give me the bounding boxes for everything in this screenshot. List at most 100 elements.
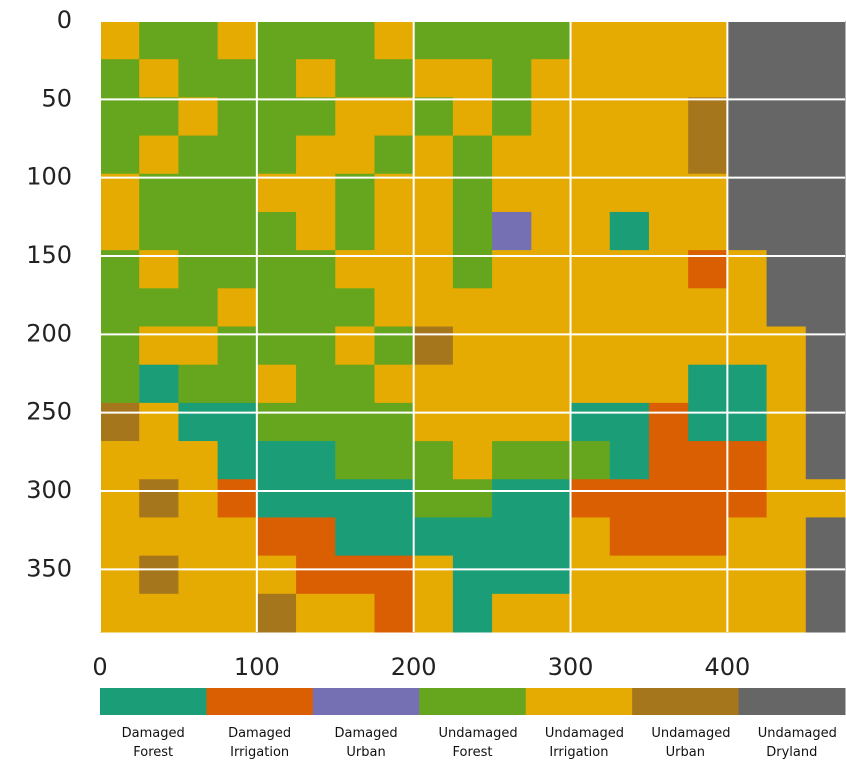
- cell: [806, 441, 846, 480]
- cell: [806, 288, 846, 327]
- cell: [335, 327, 375, 366]
- cell: [649, 441, 689, 480]
- cell: [100, 288, 140, 327]
- cell: [296, 327, 336, 366]
- cell: [100, 59, 140, 98]
- cell: [139, 479, 179, 518]
- cell: [335, 97, 375, 136]
- cell: [139, 594, 179, 633]
- cell: [414, 174, 454, 213]
- cell: [257, 97, 297, 136]
- cell: [688, 288, 728, 327]
- cell: [257, 403, 297, 442]
- cell: [767, 517, 807, 556]
- cell: [688, 365, 728, 404]
- colorbar-segment: [739, 688, 846, 715]
- cell: [806, 365, 846, 404]
- cell: [335, 403, 375, 442]
- colorbar-segment: [526, 688, 633, 715]
- cell: [453, 212, 493, 251]
- cell: [218, 97, 258, 136]
- y-tick-label: 0: [57, 6, 72, 34]
- cell: [571, 174, 611, 213]
- y-tick-label: 250: [26, 398, 72, 426]
- chart: 0100200300400050100150200250300350: [0, 0, 846, 765]
- cell: [649, 288, 689, 327]
- cell: [218, 174, 258, 213]
- cell: [139, 403, 179, 442]
- cell: [335, 174, 375, 213]
- cell: [453, 441, 493, 480]
- cell: [688, 441, 728, 480]
- cell: [178, 136, 218, 175]
- legend-label: Damaged Forest: [105, 724, 201, 762]
- cell: [492, 517, 532, 556]
- cell: [806, 97, 846, 136]
- cell: [100, 174, 140, 213]
- cell: [414, 517, 454, 556]
- x-tick-label: 0: [92, 653, 107, 681]
- cell: [139, 212, 179, 251]
- colorbar-segment: [419, 688, 526, 715]
- cell: [571, 288, 611, 327]
- cell: [218, 212, 258, 251]
- cell: [374, 556, 414, 595]
- cell: [571, 97, 611, 136]
- cell: [649, 594, 689, 633]
- cell: [257, 136, 297, 175]
- cell: [492, 594, 532, 633]
- cell: [688, 174, 728, 213]
- cell: [257, 479, 297, 518]
- cell: [178, 479, 218, 518]
- cell: [139, 21, 179, 60]
- cell: [767, 556, 807, 595]
- cell: [727, 441, 767, 480]
- cell: [767, 174, 807, 213]
- cell: [806, 327, 846, 366]
- cell: [727, 327, 767, 366]
- cell: [414, 136, 454, 175]
- cell: [414, 21, 454, 60]
- cell: [139, 136, 179, 175]
- cell: [610, 594, 650, 633]
- cell: [531, 479, 571, 518]
- cell: [296, 479, 336, 518]
- cell: [571, 212, 611, 251]
- cell: [296, 288, 336, 327]
- cell: [806, 136, 846, 175]
- cell: [374, 594, 414, 633]
- cell: [374, 136, 414, 175]
- cell: [767, 97, 807, 136]
- cell: [453, 479, 493, 518]
- cell: [139, 365, 179, 404]
- cell: [649, 174, 689, 213]
- legend-label: Undamaged Dryland: [744, 724, 840, 762]
- cell: [727, 365, 767, 404]
- cell: [100, 403, 140, 442]
- cell: [649, 97, 689, 136]
- cell: [531, 556, 571, 595]
- cell: [688, 403, 728, 442]
- cell: [610, 288, 650, 327]
- cell: [492, 136, 532, 175]
- cell: [374, 365, 414, 404]
- cell: [414, 365, 454, 404]
- cell: [767, 327, 807, 366]
- cell: [414, 288, 454, 327]
- cell: [727, 97, 767, 136]
- cell: [139, 59, 179, 98]
- cell: [610, 556, 650, 595]
- cell: [257, 174, 297, 213]
- y-tick-label: 100: [26, 163, 72, 191]
- cell: [492, 403, 532, 442]
- cell: [257, 59, 297, 98]
- cell: [727, 136, 767, 175]
- cell: [767, 403, 807, 442]
- cell: [374, 517, 414, 556]
- cell: [571, 403, 611, 442]
- cell: [296, 212, 336, 251]
- cell: [649, 136, 689, 175]
- cell: [218, 288, 258, 327]
- cell: [374, 174, 414, 213]
- cell: [531, 21, 571, 60]
